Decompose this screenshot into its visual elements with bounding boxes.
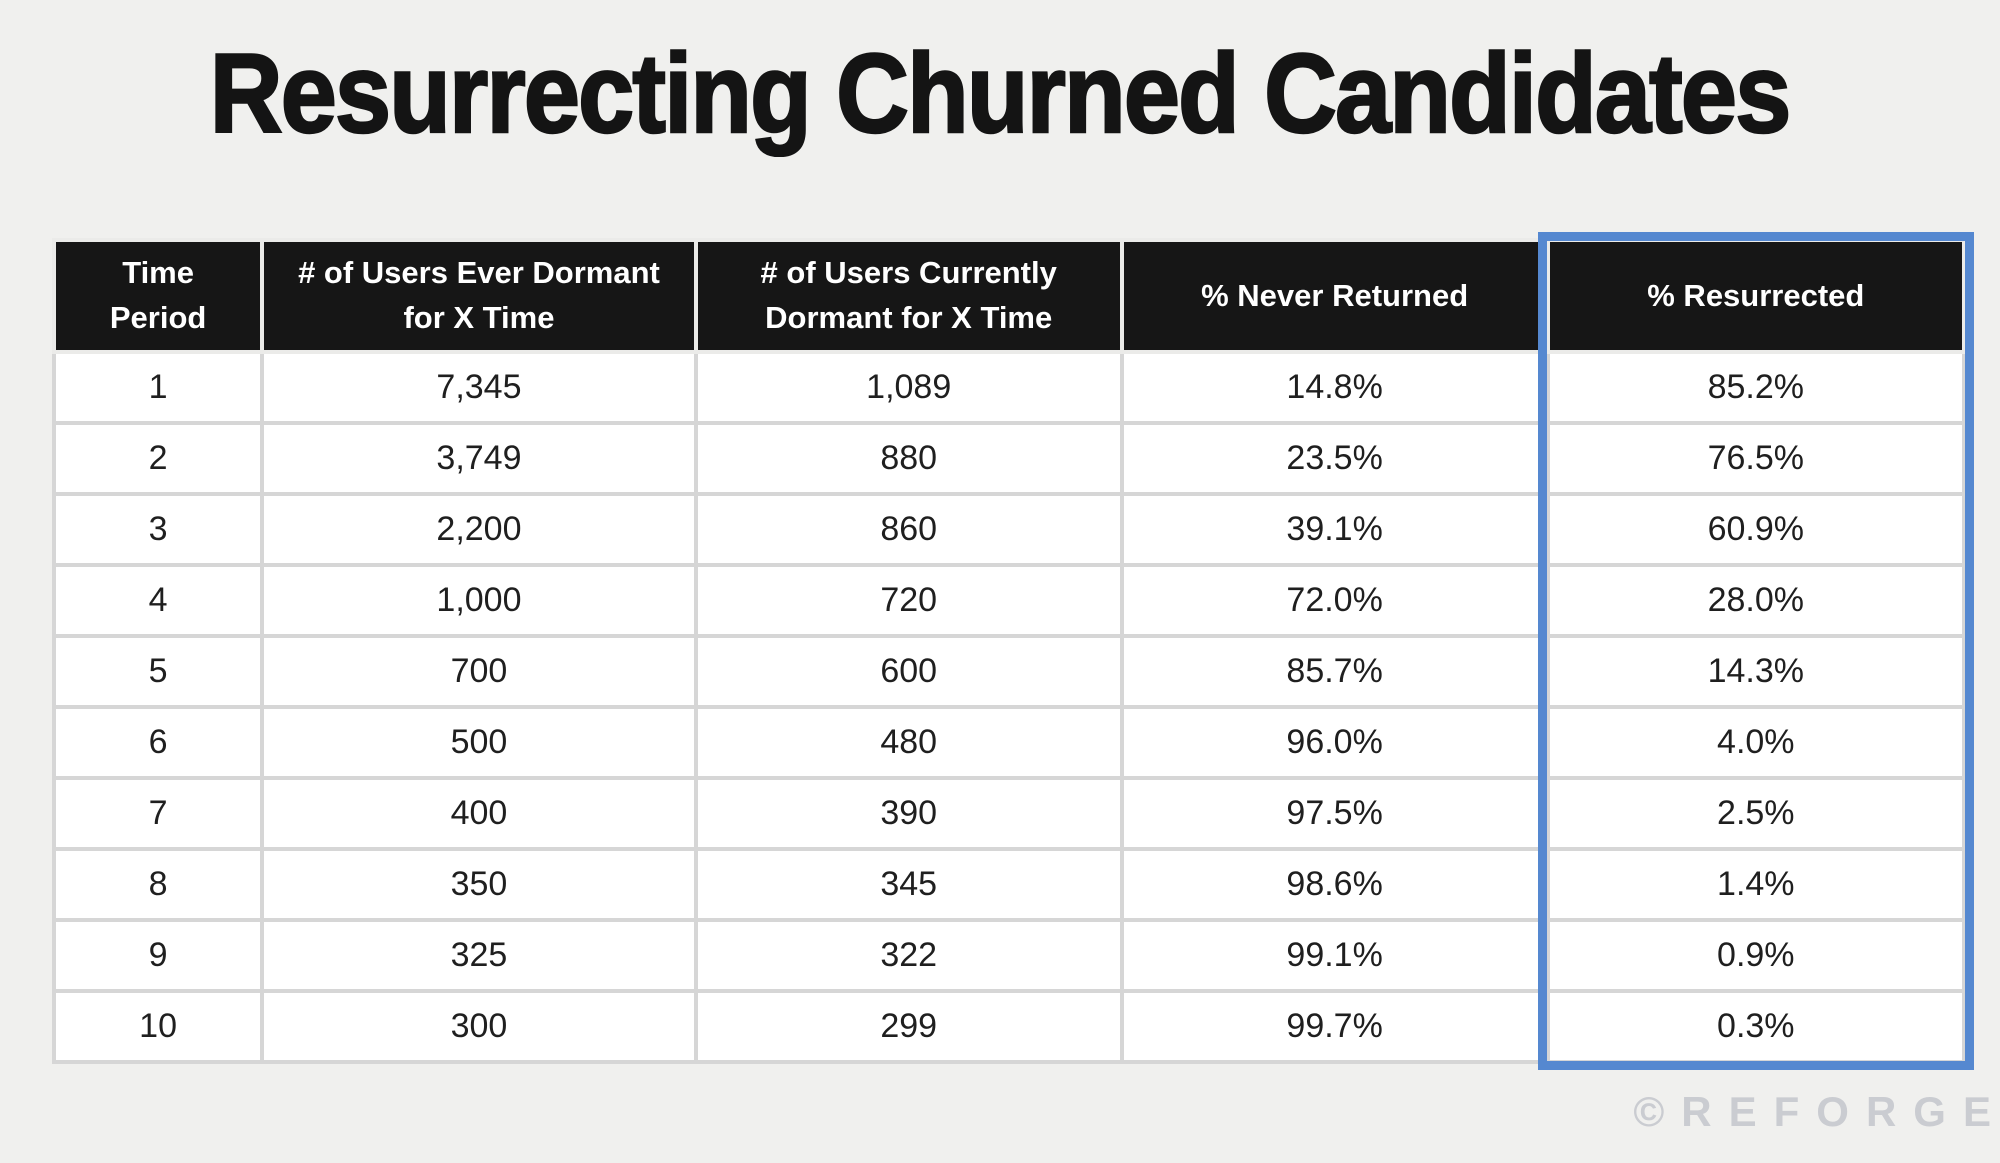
cell-ever-dormant: 3,749 [260,421,698,496]
cell-resurrected: 0.9% [1545,918,1967,993]
churn-table: Time Period # of Users Ever Dormant for … [51,238,1967,1064]
table-row: 4 1,000 720 72.0% 28.0% [51,563,1967,638]
table-wrap: Time Period # of Users Ever Dormant for … [51,232,1974,1070]
table-header: Time Period # of Users Ever Dormant for … [51,238,1967,354]
cell-never-returned: 99.1% [1119,918,1550,993]
cell-ever-dormant: 1,000 [260,563,698,638]
cell-never-returned: 72.0% [1119,563,1550,638]
cell-time-period: 1 [51,350,265,425]
cell-never-returned: 99.7% [1119,989,1550,1064]
cell-currently-dormant: 322 [693,918,1124,993]
cell-ever-dormant: 400 [260,776,698,851]
column-header-ever-dormant: # of Users Ever Dormant for X Time [260,238,698,354]
cell-ever-dormant: 350 [260,847,698,922]
cell-currently-dormant: 600 [693,634,1124,709]
cell-ever-dormant: 2,200 [260,492,698,567]
cell-time-period: 4 [51,563,265,638]
cell-resurrected: 4.0% [1545,705,1967,780]
cell-resurrected: 76.5% [1545,421,1967,496]
cell-time-period: 6 [51,705,265,780]
table-row: 8 350 345 98.6% 1.4% [51,847,1967,922]
table-row: 9 325 322 99.1% 0.9% [51,918,1967,993]
cell-ever-dormant: 500 [260,705,698,780]
column-header-currently-dormant: # of Users Currently Dormant for X Time [693,238,1124,354]
cell-never-returned: 39.1% [1119,492,1550,567]
cell-resurrected: 14.3% [1545,634,1967,709]
cell-never-returned: 96.0% [1119,705,1550,780]
cell-currently-dormant: 720 [693,563,1124,638]
cell-time-period: 7 [51,776,265,851]
cell-resurrected: 60.9% [1545,492,1967,567]
cell-time-period: 2 [51,421,265,496]
header-row: Time Period # of Users Ever Dormant for … [51,238,1967,354]
cell-currently-dormant: 480 [693,705,1124,780]
title-row: Resurrecting Churned Candidates [0,31,2000,156]
cell-currently-dormant: 299 [693,989,1124,1064]
table-row: 3 2,200 860 39.1% 60.9% [51,492,1967,567]
cell-time-period: 8 [51,847,265,922]
cell-ever-dormant: 700 [260,634,698,709]
column-header-resurrected: % Resurrected [1545,238,1967,354]
cell-resurrected: 1.4% [1545,847,1967,922]
table-row: 2 3,749 880 23.5% 76.5% [51,421,1967,496]
cell-resurrected: 28.0% [1545,563,1967,638]
cell-never-returned: 98.6% [1119,847,1550,922]
cell-time-period: 5 [51,634,265,709]
cell-currently-dormant: 880 [693,421,1124,496]
table-row: 7 400 390 97.5% 2.5% [51,776,1967,851]
cell-resurrected: 0.3% [1545,989,1967,1064]
table-row: 1 7,345 1,089 14.8% 85.2% [51,350,1967,425]
cell-never-returned: 85.7% [1119,634,1550,709]
cell-ever-dormant: 300 [260,989,698,1064]
table-row: 6 500 480 96.0% 4.0% [51,705,1967,780]
table-body: 1 7,345 1,089 14.8% 85.2% 2 3,749 880 23.5% 76.5%… [51,350,1967,1064]
cell-never-returned: 14.8% [1119,350,1550,425]
cell-currently-dormant: 860 [693,492,1124,567]
cell-time-period: 10 [51,989,265,1064]
cell-currently-dormant: 1,089 [693,350,1124,425]
cell-resurrected: 2.5% [1545,776,1967,851]
column-header-time-period: Time Period [51,238,265,354]
title-text: Resurrecting Churned Candidates [209,31,1793,156]
cell-time-period: 3 [51,492,265,567]
infographic-title: Resurrecting Churned Candidates [0,31,2000,156]
cell-never-returned: 23.5% [1119,421,1550,496]
reforge-watermark: ©REFORGE [1633,1088,2000,1135]
cell-ever-dormant: 7,345 [260,350,698,425]
column-header-never-returned: % Never Returned [1119,238,1550,354]
cell-currently-dormant: 345 [693,847,1124,922]
cell-resurrected: 85.2% [1545,350,1967,425]
cell-ever-dormant: 325 [260,918,698,993]
table-row: 10 300 299 99.7% 0.3% [51,989,1967,1064]
table-row: 5 700 600 85.7% 14.3% [51,634,1967,709]
cell-time-period: 9 [51,918,265,993]
cell-never-returned: 97.5% [1119,776,1550,851]
cell-currently-dormant: 390 [693,776,1124,851]
